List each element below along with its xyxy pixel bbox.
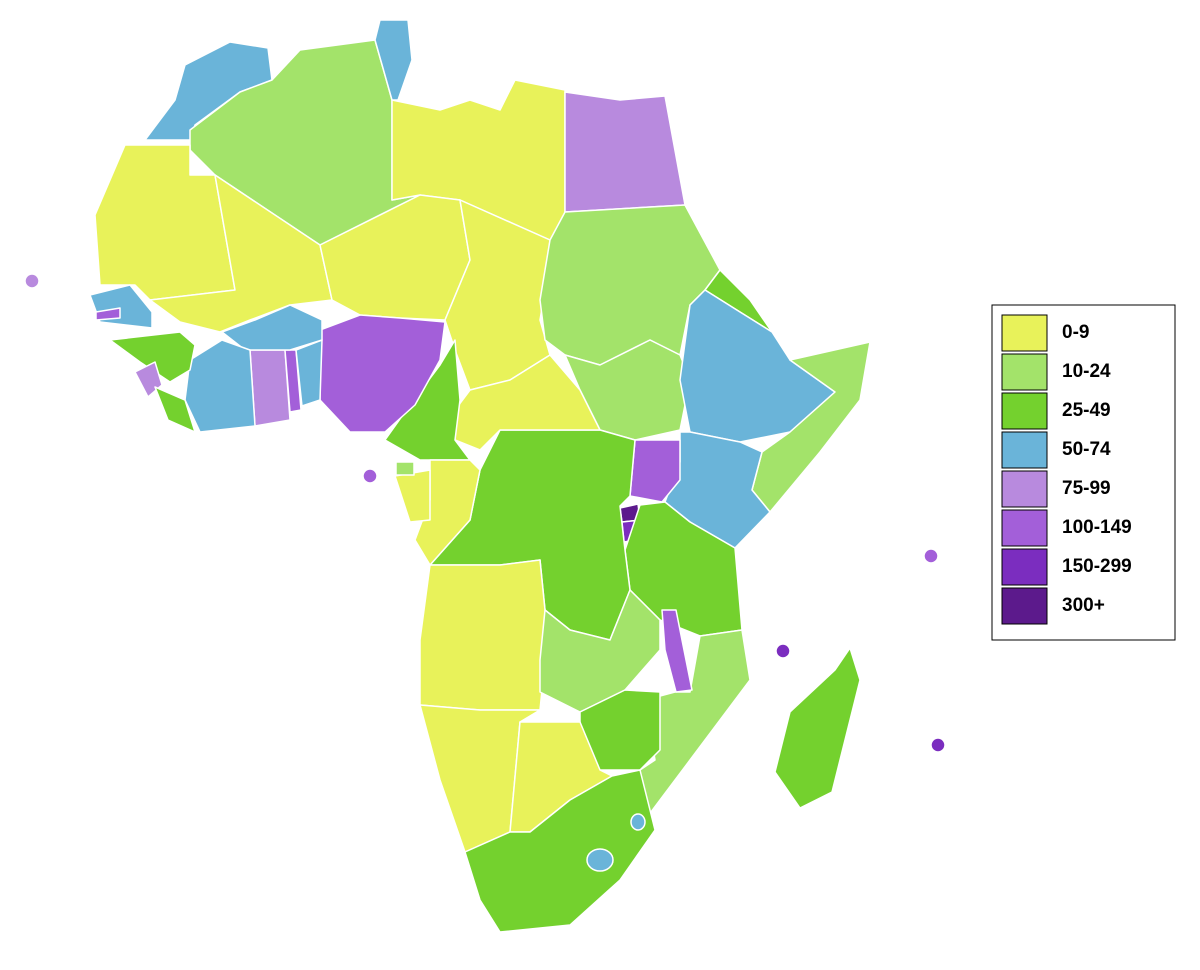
country <box>95 307 121 321</box>
country <box>319 314 446 433</box>
legend-swatch <box>1001 587 1048 625</box>
island <box>775 643 791 659</box>
country <box>661 609 693 693</box>
legend-swatch <box>1001 509 1048 547</box>
legend-label: 50-74 <box>1062 439 1111 460</box>
legend-swatch <box>1001 431 1048 469</box>
country <box>564 91 686 213</box>
country <box>221 304 323 351</box>
country <box>109 331 196 383</box>
legend-swatch <box>1001 470 1048 508</box>
countries <box>24 19 946 933</box>
country <box>419 559 556 711</box>
country <box>394 469 431 523</box>
country <box>464 769 656 933</box>
legend-label: 300+ <box>1062 595 1105 616</box>
legend-label: 150-299 <box>1062 556 1132 577</box>
legend: 0-9 10-24 25-49 50-74 75-99 100-149 150-299 300… <box>1001 314 1132 625</box>
country <box>586 848 614 872</box>
country <box>184 339 256 433</box>
legend-swatch <box>1001 314 1048 352</box>
legend-swatch <box>1001 548 1048 586</box>
country <box>539 589 661 713</box>
country <box>154 386 196 433</box>
legend-label: 100-149 <box>1062 517 1132 538</box>
legend-label: 10-24 <box>1062 361 1111 382</box>
country <box>249 349 291 427</box>
island <box>362 468 378 484</box>
legend-swatch <box>1001 392 1048 430</box>
legend-label: 25-49 <box>1062 400 1111 421</box>
country <box>774 647 861 809</box>
legend-label: 75-99 <box>1062 478 1111 499</box>
legend-swatch <box>1001 353 1048 391</box>
island <box>930 737 946 753</box>
island <box>923 548 939 564</box>
island <box>24 273 40 289</box>
legend-label: 0-9 <box>1062 322 1089 343</box>
country <box>630 813 646 831</box>
country <box>395 461 415 476</box>
